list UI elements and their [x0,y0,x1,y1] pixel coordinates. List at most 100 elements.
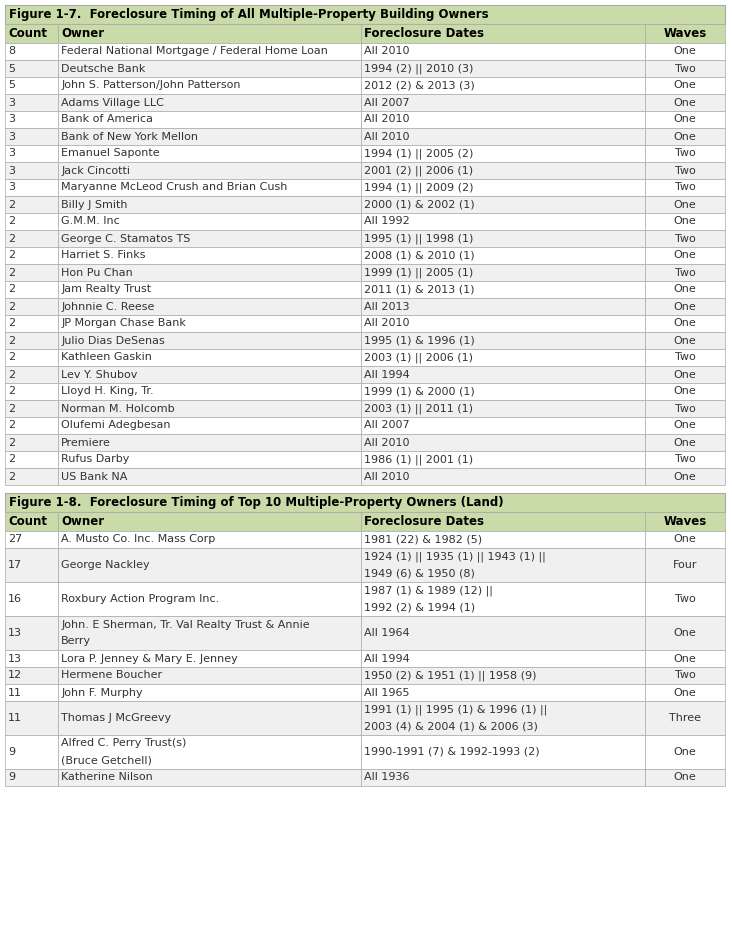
Bar [645,349,725,366]
Text: All 1936: All 1936 [364,773,409,783]
Bar [361,451,645,468]
Text: Two: Two [675,352,695,363]
Text: Julio Dias DeSenas: Julio Dias DeSenas [61,336,165,346]
Text: Figure 1-7.  Foreclosure Timing of All Multiple-Property Building Owners: Figure 1-7. Foreclosure Timing of All Mu… [9,8,489,21]
Text: 5: 5 [8,63,15,74]
Bar [5,60,59,77]
Text: 2003 (1) || 2011 (1): 2003 (1) || 2011 (1) [364,404,473,414]
Bar [361,769,645,786]
Text: One: One [673,534,696,544]
Text: Two: Two [675,234,695,243]
Bar [361,247,645,264]
Text: One: One [673,301,696,311]
Text: One: One [673,251,696,261]
Text: 9: 9 [8,773,15,783]
Bar [5,43,59,60]
Bar [645,701,725,735]
Text: 2: 2 [8,284,15,295]
Bar [5,24,59,43]
Text: Bank of America: Bank of America [61,115,153,125]
Text: Alfred C. Perry Trust(s): Alfred C. Perry Trust(s) [61,738,187,748]
Text: Two: Two [675,670,695,680]
Text: Waves: Waves [663,27,706,40]
Text: 3: 3 [8,98,15,107]
Bar [645,77,725,94]
Bar [645,417,725,434]
Bar [59,77,361,94]
Text: One: One [673,472,696,482]
Text: 1924 (1) || 1935 (1) || 1943 (1) ||: 1924 (1) || 1935 (1) || 1943 (1) || [364,551,545,562]
Text: George C. Stamatos TS: George C. Stamatos TS [61,234,190,243]
Text: Maryanne McLeod Crush and Brian Cush: Maryanne McLeod Crush and Brian Cush [61,183,288,193]
Text: All 1994: All 1994 [364,369,409,379]
Bar [361,667,645,684]
Bar [5,468,59,485]
Text: Olufemi Adegbesan: Olufemi Adegbesan [61,420,171,431]
Bar [645,434,725,451]
Text: 2008 (1) & 2010 (1): 2008 (1) & 2010 (1) [364,251,474,261]
Text: Jack Cincotti: Jack Cincotti [61,166,130,175]
Bar [5,417,59,434]
Text: 17: 17 [8,560,22,570]
Bar [59,24,361,43]
Bar [5,162,59,179]
Bar [645,43,725,60]
Bar [645,94,725,111]
Bar [5,264,59,281]
Text: Two: Two [675,148,695,158]
Text: Foreclosure Dates: Foreclosure Dates [364,515,484,528]
Text: 1950 (2) & 1951 (1) || 1958 (9): 1950 (2) & 1951 (1) || 1958 (9) [364,670,536,680]
Text: Two: Two [675,594,695,604]
Bar [5,349,59,366]
Text: 2: 2 [8,267,15,278]
Bar [59,582,361,616]
Text: 2001 (2) || 2006 (1): 2001 (2) || 2006 (1) [364,165,473,176]
Text: All 2010: All 2010 [364,47,409,57]
Bar [5,213,59,230]
Text: Four: Four [673,560,698,570]
Bar [645,264,725,281]
Bar [361,315,645,332]
Text: All 1992: All 1992 [364,216,409,226]
Bar [5,512,59,531]
Text: 1992 (2) & 1994 (1): 1992 (2) & 1994 (1) [364,602,475,612]
Bar [5,5,725,24]
Text: All 1965: All 1965 [364,688,409,697]
Bar [59,128,361,145]
Text: John F. Murphy: John F. Murphy [61,688,143,697]
Bar [361,77,645,94]
Text: Emanuel Saponte: Emanuel Saponte [61,148,160,158]
Bar [645,531,725,548]
Bar [361,24,645,43]
Bar [645,145,725,162]
Bar [5,77,59,94]
Bar [59,400,361,417]
Text: George Nackley: George Nackley [61,560,150,570]
Bar [59,281,361,298]
Bar [59,735,361,769]
Text: All 2010: All 2010 [364,437,409,447]
Text: 2: 2 [8,404,15,414]
Bar [361,701,645,735]
Text: Two: Two [675,183,695,193]
Bar [645,383,725,400]
Text: Lora P. Jenney & Mary E. Jenney: Lora P. Jenney & Mary E. Jenney [61,653,238,664]
Text: One: One [673,199,696,210]
Text: 2: 2 [8,472,15,482]
Bar [645,468,725,485]
Bar [361,196,645,213]
Text: Waves: Waves [663,515,706,528]
Text: One: One [673,115,696,125]
Bar [361,616,645,650]
Text: 9: 9 [8,747,15,757]
Bar [59,213,361,230]
Bar [361,531,645,548]
Bar [645,512,725,531]
Bar [5,582,59,616]
Text: 2003 (4) & 2004 (1) & 2006 (3): 2003 (4) & 2004 (1) & 2006 (3) [364,721,537,732]
Bar [361,213,645,230]
Text: 1991 (1) || 1995 (1) & 1996 (1) ||: 1991 (1) || 1995 (1) & 1996 (1) || [364,705,547,715]
Bar [361,684,645,701]
Text: 16: 16 [8,594,22,604]
Bar [59,701,361,735]
